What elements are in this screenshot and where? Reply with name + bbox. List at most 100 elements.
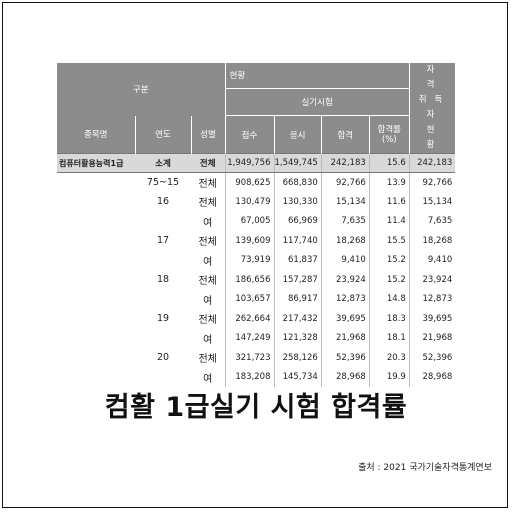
row-year: 20 [156, 352, 170, 364]
row-applied: 103,657 [224, 289, 274, 309]
summary-item: 컴퓨터활용능력1급 [57, 153, 135, 173]
row-passed: 21,968 [320, 328, 370, 348]
row-holders: 28,968 [408, 367, 456, 387]
row-rate: 13.9 [368, 172, 410, 192]
row-passed: 9,410 [320, 250, 370, 270]
row-year: 16 [156, 196, 170, 208]
table-row: 여 73,919 61,837 9,410 15.2 9,410 [57, 250, 456, 271]
summary-rate: 15.6 [368, 153, 410, 173]
row-gender: 전체 [198, 315, 217, 327]
header-gender: 성별 [191, 115, 226, 154]
row-holders: 15,134 [408, 192, 456, 212]
header-practical-exam: 실기시험 [225, 88, 410, 117]
row-taken: 217,432 [273, 309, 322, 329]
source-note: 출처 : 2021 국가기술자격통계연보 [358, 463, 492, 473]
row-rate: 11.4 [368, 211, 410, 231]
row-applied: 321,723 [224, 348, 274, 368]
row-taken: 258,126 [273, 348, 322, 368]
row-item [57, 231, 135, 251]
table-row: 19 전체 262,664 217,432 39,695 18.3 39,695 [57, 309, 456, 329]
row-taken: 145,734 [273, 367, 322, 387]
header-taken: 응시 [274, 115, 322, 154]
row-passed: 18,268 [320, 231, 370, 251]
row-passed: 15,134 [320, 192, 370, 212]
row-passed: 12,873 [320, 289, 370, 309]
row-rate: 15.2 [368, 270, 410, 290]
row-item [57, 270, 135, 290]
row-item [57, 173, 135, 193]
row-year [135, 212, 191, 232]
header-year: 연도 [135, 115, 192, 154]
row-applied: 262,664 [224, 309, 274, 329]
row-taken: 157,287 [273, 270, 322, 290]
row-applied: 147,249 [224, 328, 274, 348]
row-passed: 92,766 [320, 172, 370, 192]
row-item [57, 192, 135, 212]
header-status: 현황 [225, 63, 410, 89]
row-taken: 121,328 [273, 328, 322, 348]
row-gender: 여 [203, 334, 213, 346]
row-holders: 7,635 [408, 211, 456, 231]
header-pass-rate: 합격률 (%) [369, 115, 410, 154]
row-rate: 18.1 [368, 328, 410, 348]
header-passed: 합격 [321, 115, 370, 154]
summary-applied: 1,949,756 [224, 153, 274, 173]
table-row: 여 103,657 86,917 12,873 14.8 12,873 [57, 289, 456, 309]
row-passed: 23,924 [320, 270, 370, 290]
table-row: 16 전체 130,479 130,330 15,134 11.6 15,134 [57, 192, 456, 212]
row-holders: 9,410 [408, 250, 456, 270]
row-gender: 여 [203, 217, 213, 229]
row-year: 17 [156, 235, 170, 247]
row-rate: 15.2 [368, 250, 410, 270]
row-taken: 86,917 [273, 289, 322, 309]
row-applied: 73,919 [224, 250, 274, 270]
summary-row: 컴퓨터활용능력1급 소계 전체 1,949,756 1,549,745 242,… [57, 153, 456, 173]
row-holders: 12,873 [408, 289, 456, 309]
row-gender: 여 [203, 373, 213, 385]
row-gender: 전체 [198, 354, 217, 366]
row-passed: 28,968 [320, 367, 370, 387]
row-taken: 668,830 [273, 172, 322, 192]
table-row: 18 전체 186,656 157,287 23,924 15.2 23,924 [57, 270, 456, 290]
row-taken: 130,330 [273, 192, 322, 212]
table-row: 20 전체 321,723 258,126 52,396 20.3 52,396 [57, 348, 456, 368]
row-applied: 67,005 [224, 211, 274, 231]
header-license-holders: 자 격 취득자 현 황 [409, 63, 456, 154]
summary-taken: 1,549,745 [273, 153, 322, 173]
row-applied: 186,656 [224, 270, 274, 290]
row-item [57, 348, 135, 368]
row-item [57, 212, 135, 232]
row-rate: 20.3 [368, 348, 410, 368]
page-title: 컴활 1급실기 시험 합격률 [104, 392, 408, 423]
header-applied: 접수 [225, 115, 275, 154]
row-gender: 여 [203, 256, 213, 268]
header-item-name: 종목명 [57, 115, 136, 154]
row-holders: 92,766 [408, 172, 456, 192]
row-holders: 39,695 [408, 309, 456, 329]
row-rate: 14.8 [368, 289, 410, 309]
row-taken: 117,740 [273, 231, 322, 251]
row-applied: 183,208 [224, 367, 274, 387]
row-rate: 18.3 [368, 309, 410, 329]
row-year [135, 251, 191, 271]
row-taken: 66,969 [273, 211, 322, 231]
row-passed: 39,695 [320, 309, 370, 329]
row-holders: 52,396 [408, 348, 456, 368]
row-year: 75~15 [146, 177, 180, 188]
row-year: 19 [156, 313, 170, 325]
row-rate: 19.9 [368, 367, 410, 387]
statistics-table: 구분 현황 자 격 취득자 현 황 실기시험 종목명 연도 성별 접수 응시 합… [57, 63, 456, 387]
row-gender: 전체 [198, 276, 217, 288]
row-holders: 21,968 [408, 328, 456, 348]
row-applied: 139,609 [224, 231, 274, 251]
table-row: 여 183,208 145,734 28,968 19.9 28,968 [57, 367, 456, 387]
table-row: 75~15 전체 908,625 668,830 92,766 13.9 92,766 [57, 172, 456, 193]
row-gender: 전체 [198, 198, 217, 210]
page-frame [2, 2, 508, 508]
summary-passed: 242,183 [320, 153, 370, 173]
row-gender: 전체 [198, 237, 217, 249]
row-rate: 15.5 [368, 231, 410, 251]
row-applied: 130,479 [224, 192, 274, 212]
row-applied: 908,625 [224, 172, 274, 192]
row-gender: 여 [203, 295, 213, 307]
